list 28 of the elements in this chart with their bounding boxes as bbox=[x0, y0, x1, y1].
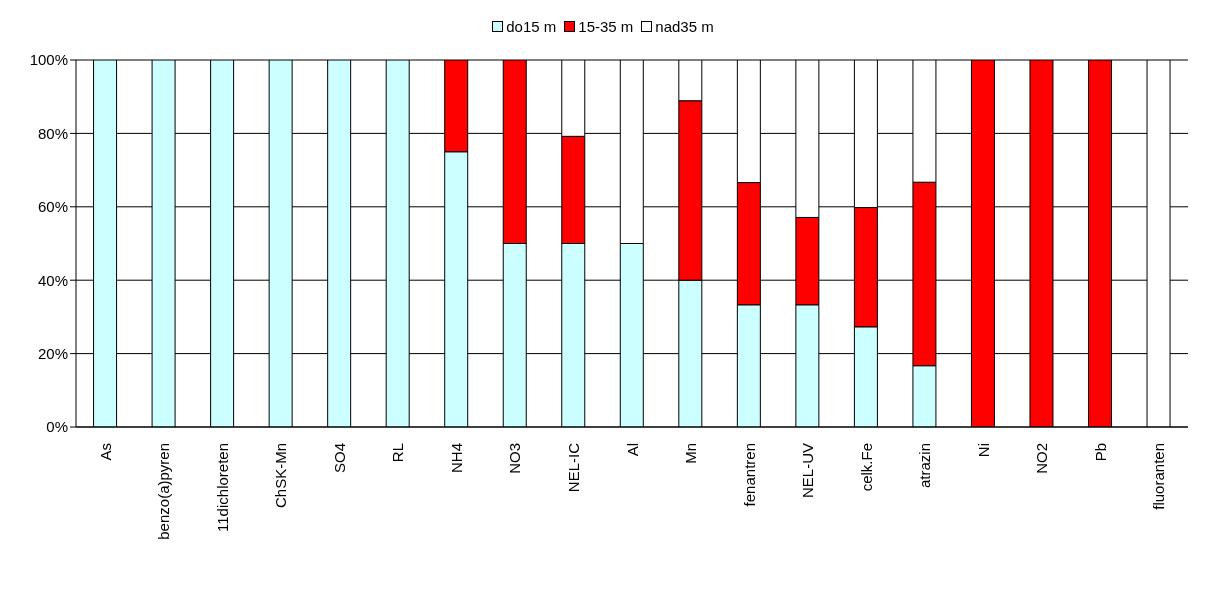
x-tick-label: 11dichloreten bbox=[213, 443, 231, 532]
x-tick-label: celk.Fe bbox=[857, 443, 875, 492]
y-tick-label: 0% bbox=[46, 418, 68, 436]
legend-label: 15-35 m bbox=[578, 18, 634, 35]
y-tick-label: 40% bbox=[37, 271, 68, 289]
x-tick-label: ChSK-Mn bbox=[272, 443, 290, 509]
x-tick-label: Mn bbox=[682, 443, 700, 464]
x-tick-label: NO3 bbox=[506, 443, 524, 474]
x-tick-label: NH4 bbox=[447, 443, 465, 474]
x-tick-label: RL bbox=[389, 443, 407, 463]
x-tick-label: atrazin bbox=[916, 443, 934, 489]
x-tick-label: Al bbox=[623, 443, 641, 457]
legend-label: nad35 m bbox=[655, 18, 714, 35]
x-tick-label: SO4 bbox=[330, 443, 348, 474]
y-tick-label: 80% bbox=[37, 124, 68, 142]
legend-label: do15 m bbox=[506, 18, 557, 35]
x-tick-label: benzo(a)pyren bbox=[155, 443, 173, 540]
y-tick-label: 20% bbox=[37, 344, 68, 362]
y-tick-label: 60% bbox=[37, 198, 68, 216]
x-tick-label: NO2 bbox=[1033, 443, 1051, 474]
y-tick-label: 100% bbox=[29, 51, 68, 69]
x-tick-label: Ni bbox=[974, 443, 992, 458]
x-tick-label: As bbox=[96, 443, 114, 461]
x-tick-label: NEL-IC bbox=[564, 442, 582, 493]
x-tick-label: fluoranten bbox=[1150, 443, 1168, 510]
x-tick-label: Pb bbox=[1091, 443, 1109, 462]
x-tick-label: NEL-UV bbox=[799, 443, 817, 499]
x-tick-label: fenantren bbox=[740, 443, 758, 507]
